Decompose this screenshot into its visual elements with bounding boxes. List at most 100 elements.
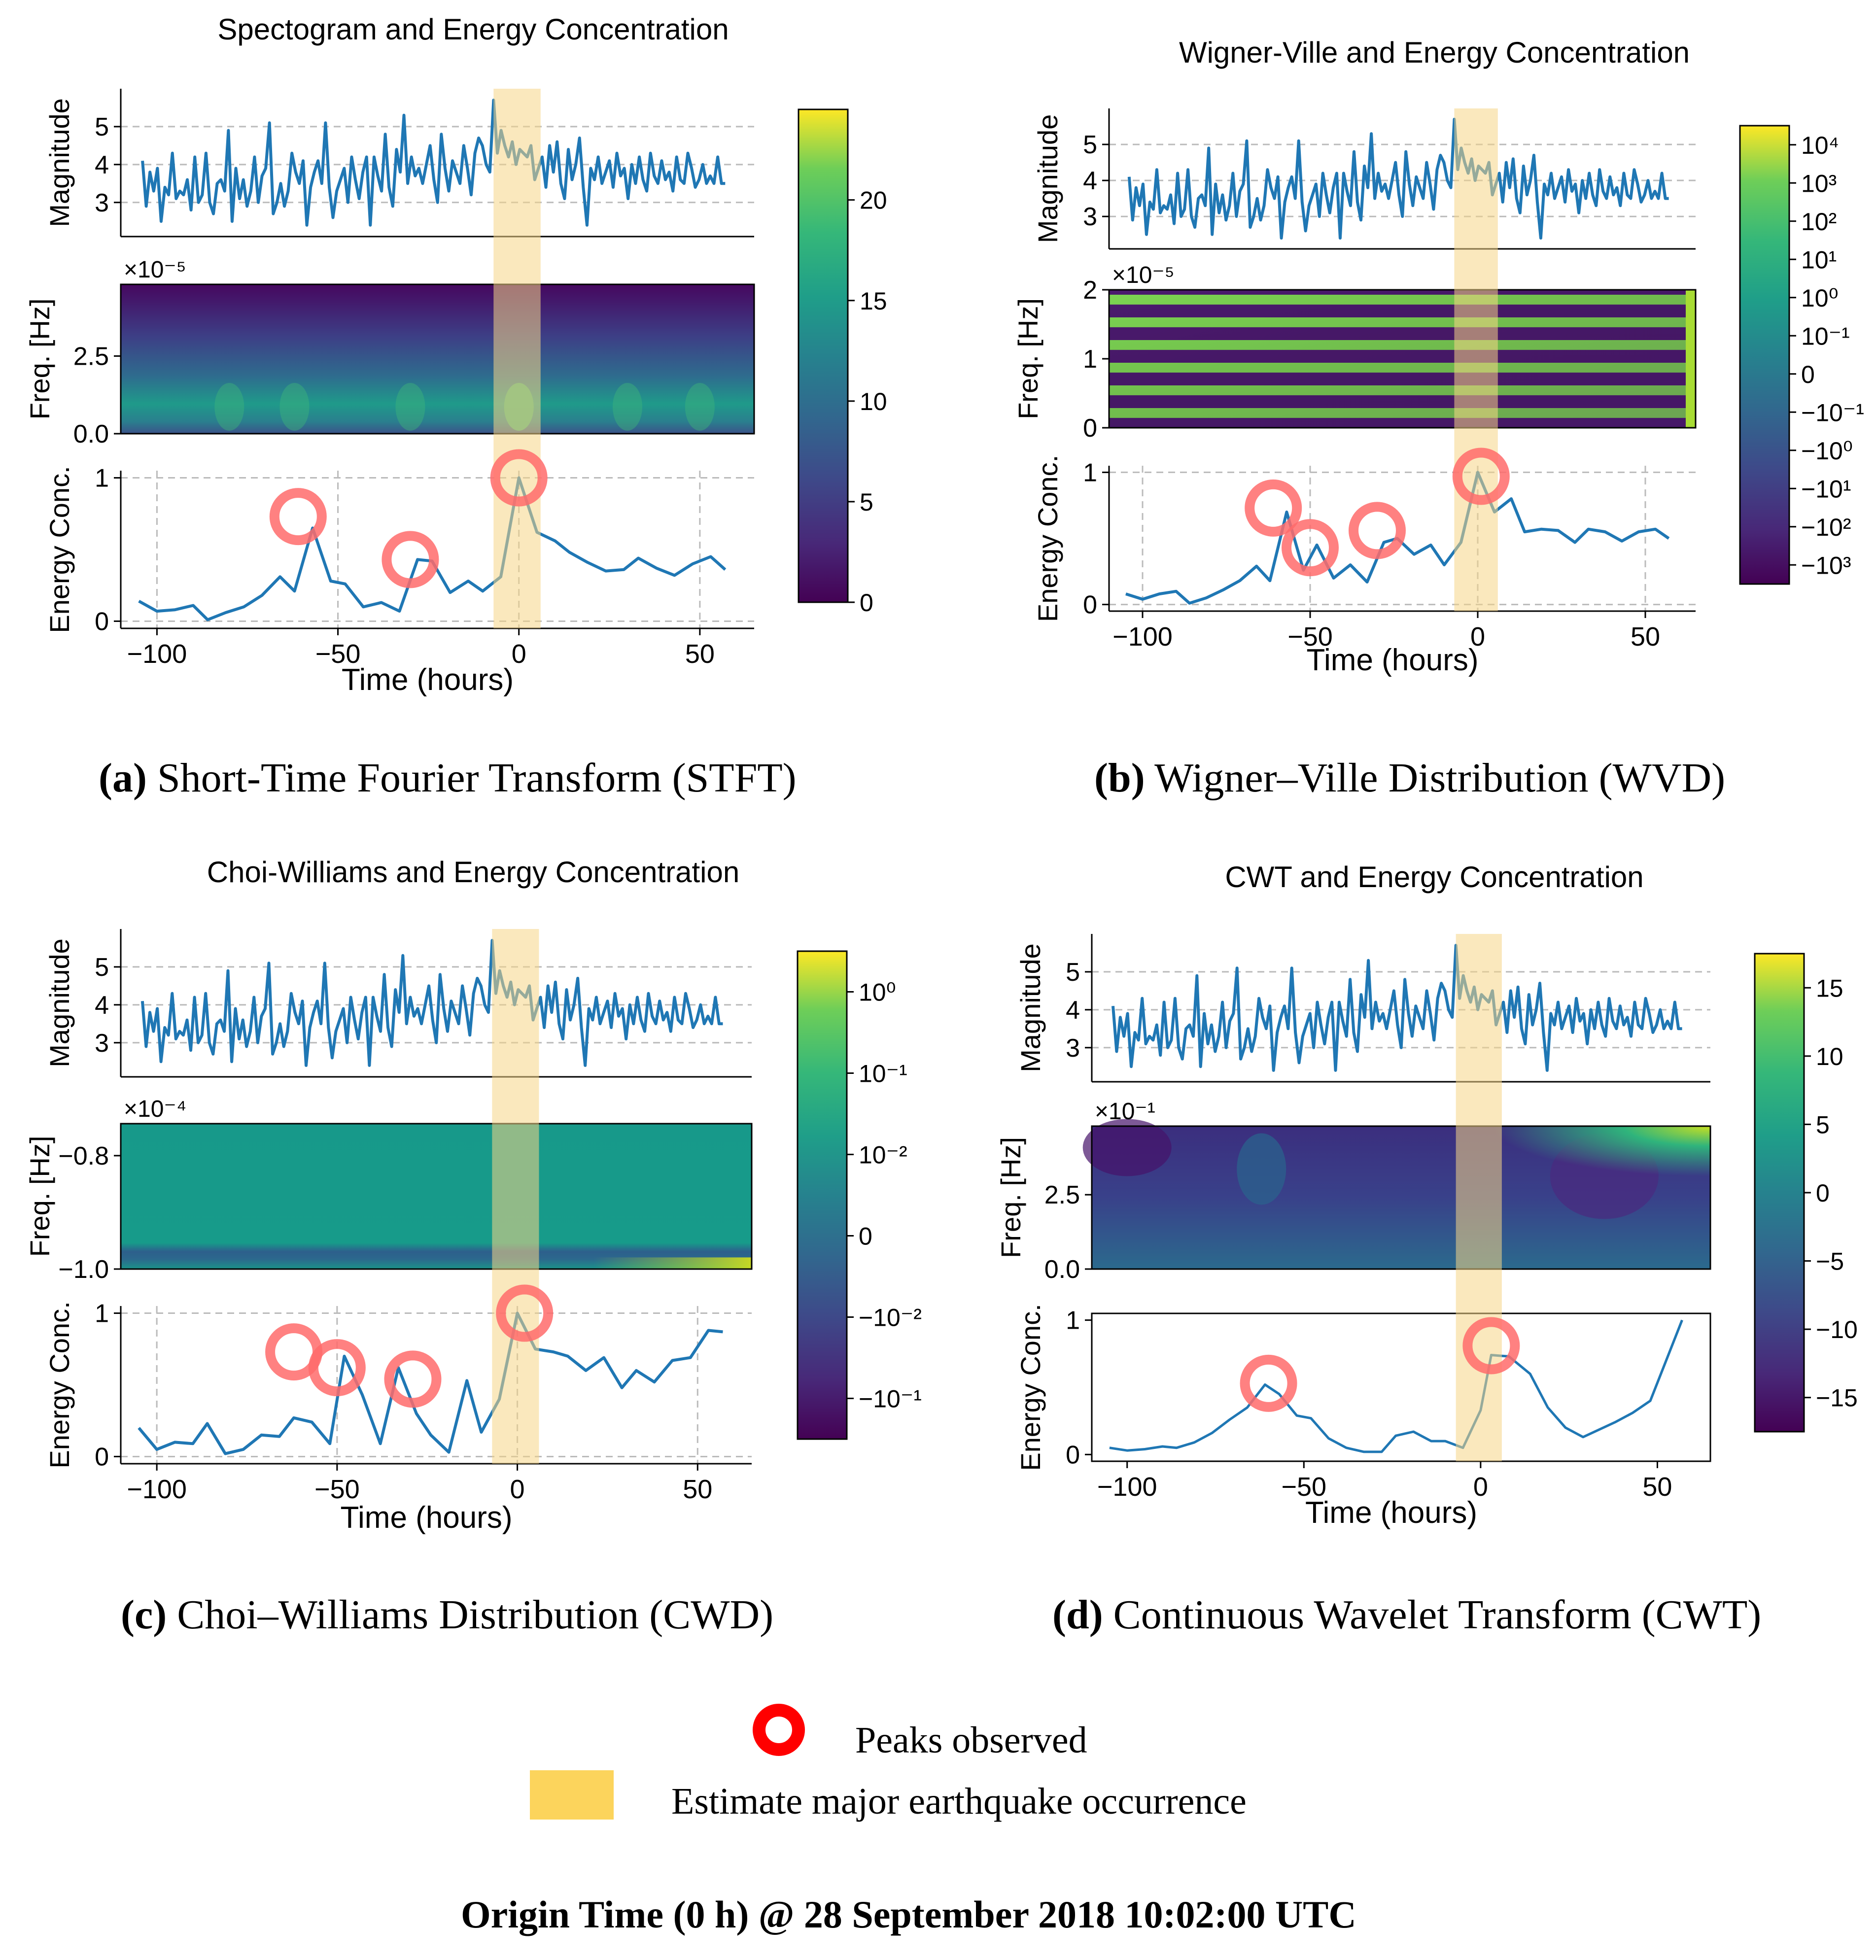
freq-scale-label: ×10⁻¹: [1095, 1099, 1155, 1125]
caption-text-b: Wigner–Ville Distribution (WVD): [1145, 755, 1726, 801]
magnitude-tick-label: 3: [95, 1029, 109, 1058]
caption-c: (c) Choi–Williams Distribution (CWD): [121, 1591, 773, 1639]
peak-marker: [382, 531, 439, 588]
legend-peak-label: Peaks observed: [855, 1719, 1087, 1761]
colorbar-tick-label: 0: [859, 1223, 872, 1250]
legend-window-swatch: [530, 1770, 614, 1820]
magnitude-plot-a: 3 4 5 Magnitude: [44, 89, 754, 238]
freq-tick-label: 0: [1083, 414, 1097, 443]
colorbar-tick-label: −10¹: [1801, 475, 1851, 503]
time-tick-label: −50: [1281, 1472, 1326, 1502]
magnitude-ylabel: Magnitude: [44, 98, 75, 227]
chart-c: Choi-Williams and Energy Concentration 3 4…: [24, 856, 922, 1535]
caption-text-a: Short-Time Fourier Transform (STFT): [146, 755, 797, 801]
colorbar-gradient: [1754, 953, 1805, 1433]
energy-ylabel: Energy Conc.: [44, 1301, 75, 1468]
freq-plot-a: ×10⁻⁵ 0.0 2.5 Freq. [Hz]: [24, 257, 755, 448]
choi-williams-band: [121, 1257, 752, 1269]
caption-d: (d) Continuous Wavelet Transform (CWT): [1052, 1591, 1761, 1639]
colorbar-tick-label: 10⁰: [859, 979, 896, 1006]
magnitude-line: [1112, 944, 1682, 1072]
peak-marker: [1462, 1317, 1520, 1375]
earthquake-window: [492, 929, 539, 1464]
energy-tick-label: 1: [1083, 458, 1097, 487]
freq-tick-label: 0.0: [1044, 1255, 1080, 1284]
colorbar-tick-label: 10²: [1801, 208, 1837, 236]
freq-ylabel: Freq. [Hz]: [24, 1136, 55, 1257]
colorbar-tick-label: 10¹: [1801, 246, 1837, 274]
time-tick-label: 0: [1470, 622, 1485, 652]
colorbar-c: 10⁰ 10⁻¹ 10⁻² 0 −10⁻² −10⁻¹: [797, 950, 922, 1440]
energy-plot-a: 0 1 −100 −50 0 50 Energy Conc. Time (hours): [44, 464, 754, 697]
caption-b: (b) Wigner–Ville Distribution (WVD): [1094, 754, 1725, 802]
time-tick-label: 0: [1473, 1472, 1488, 1502]
time-tick-label: 50: [1642, 1472, 1672, 1502]
colorbar-tick-label: 10: [1816, 1043, 1843, 1070]
freq-tick-label: 2.5: [1044, 1181, 1080, 1209]
time-tick-label: 0: [510, 1475, 525, 1504]
time-xlabel: Time (hours): [342, 663, 514, 697]
time-xlabel: Time (hours): [340, 1501, 512, 1535]
caption-letter-a: (a): [99, 755, 147, 801]
peak-marker: [1245, 479, 1302, 537]
peak-marker: [384, 1350, 442, 1408]
energy-tick-label: 0: [95, 607, 109, 636]
colorbar-tick-label: −10⁻²: [859, 1304, 922, 1332]
earthquake-window: [1454, 108, 1498, 611]
freq-tick-label: 2.5: [73, 342, 109, 371]
time-tick-label: 50: [1631, 622, 1660, 652]
freq-tick-label: 1: [1083, 345, 1097, 374]
colorbar-tick-label: −10⁻¹: [1801, 399, 1864, 426]
chart-title-c: Choi-Williams and Energy Concentration: [207, 856, 739, 889]
colorbar-a: 0 5 10 15 20: [798, 108, 887, 617]
colorbar-tick-label: 15: [1816, 974, 1843, 1002]
energy-ylabel: Energy Conc.: [1032, 455, 1063, 622]
chart-title-a: Spectogram and Energy Concentration: [217, 13, 729, 46]
origin-time: Origin Time (0 h) @ 28 September 2018 10…: [461, 1893, 1356, 1936]
chart-b: Wigner-Ville and Energy Concentration 3 4 5…: [1012, 36, 1864, 677]
legend-window-label: Estimate major earthquake occurrence: [671, 1781, 1247, 1822]
chart-title-d: CWT and Energy Concentration: [1225, 860, 1643, 894]
chart-a: Spectogram and Energy Concentration 3 4 5 Ma…: [24, 13, 887, 697]
energy-plot-d: 0 1 −100 −50 0 50 Energy Conc. Time (hours): [1015, 1304, 1711, 1530]
earthquake-window: [493, 89, 541, 628]
peak-marker: [308, 1339, 366, 1397]
time-tick-label: −50: [1287, 622, 1333, 652]
freq-scale-label: ×10⁻⁵: [1112, 262, 1175, 288]
energy-tick-label: 0: [1083, 591, 1097, 619]
legend-peak-circle: [753, 1704, 805, 1756]
peak-marker: [490, 449, 548, 507]
colorbar-tick-label: 0: [860, 589, 873, 617]
colorbar-tick-label: −10⁰: [1801, 437, 1853, 465]
caption-text-c: Choi–Williams Distribution (CWD): [167, 1592, 774, 1638]
colorbar-tick-label: 20: [860, 187, 887, 214]
colorbar-gradient: [797, 950, 848, 1440]
colorbar-tick-label: 10⁴: [1801, 132, 1839, 159]
time-tick-label: −100: [1112, 622, 1173, 652]
freq-ylabel: Freq. [Hz]: [995, 1137, 1026, 1258]
magnitude-ylabel: Magnitude: [44, 938, 75, 1067]
magnitude-tick-label: 4: [95, 991, 109, 1020]
energy-plot-c: 0 1 −100 −50 0 50 Energy Conc. Time (hours): [44, 1300, 752, 1535]
spectrogram-blob: [279, 382, 310, 431]
spectrogram-blob: [395, 382, 425, 431]
peak-marker: [1349, 502, 1406, 559]
earthquake-window: [1456, 934, 1502, 1461]
magnitude-tick-label: 3: [1066, 1034, 1080, 1063]
peak-marker: [1452, 447, 1510, 505]
colorbar-tick-label: 0: [1801, 361, 1815, 388]
time-tick-label: −100: [127, 639, 187, 669]
freq-scale-label: ×10⁻⁴: [124, 1096, 186, 1122]
chart-d: CWT and Energy Concentration 3 4 5 Magnitude…: [995, 860, 1858, 1530]
colorbar-b: 10⁴ 10³ 10² 10¹ 10⁰ 10⁻¹ 0 −10⁻¹ −10⁰ −10¹ −10² −10…: [1739, 125, 1864, 585]
colorbar-tick-label: −15: [1816, 1384, 1858, 1412]
colorbar-tick-label: −5: [1816, 1248, 1844, 1275]
magnitude-tick-label: 5: [95, 113, 109, 141]
freq-tick-label: 0.0: [73, 420, 109, 448]
freq-plot-d: ×10⁻¹ 0.0 2.5 Freq. [Hz]: [995, 1099, 1711, 1284]
time-tick-label: −100: [1097, 1472, 1157, 1502]
magnitude-tick-label: 5: [1066, 958, 1080, 987]
spectrogram-blob: [214, 382, 244, 431]
legend-peak-marker: [753, 1704, 805, 1756]
